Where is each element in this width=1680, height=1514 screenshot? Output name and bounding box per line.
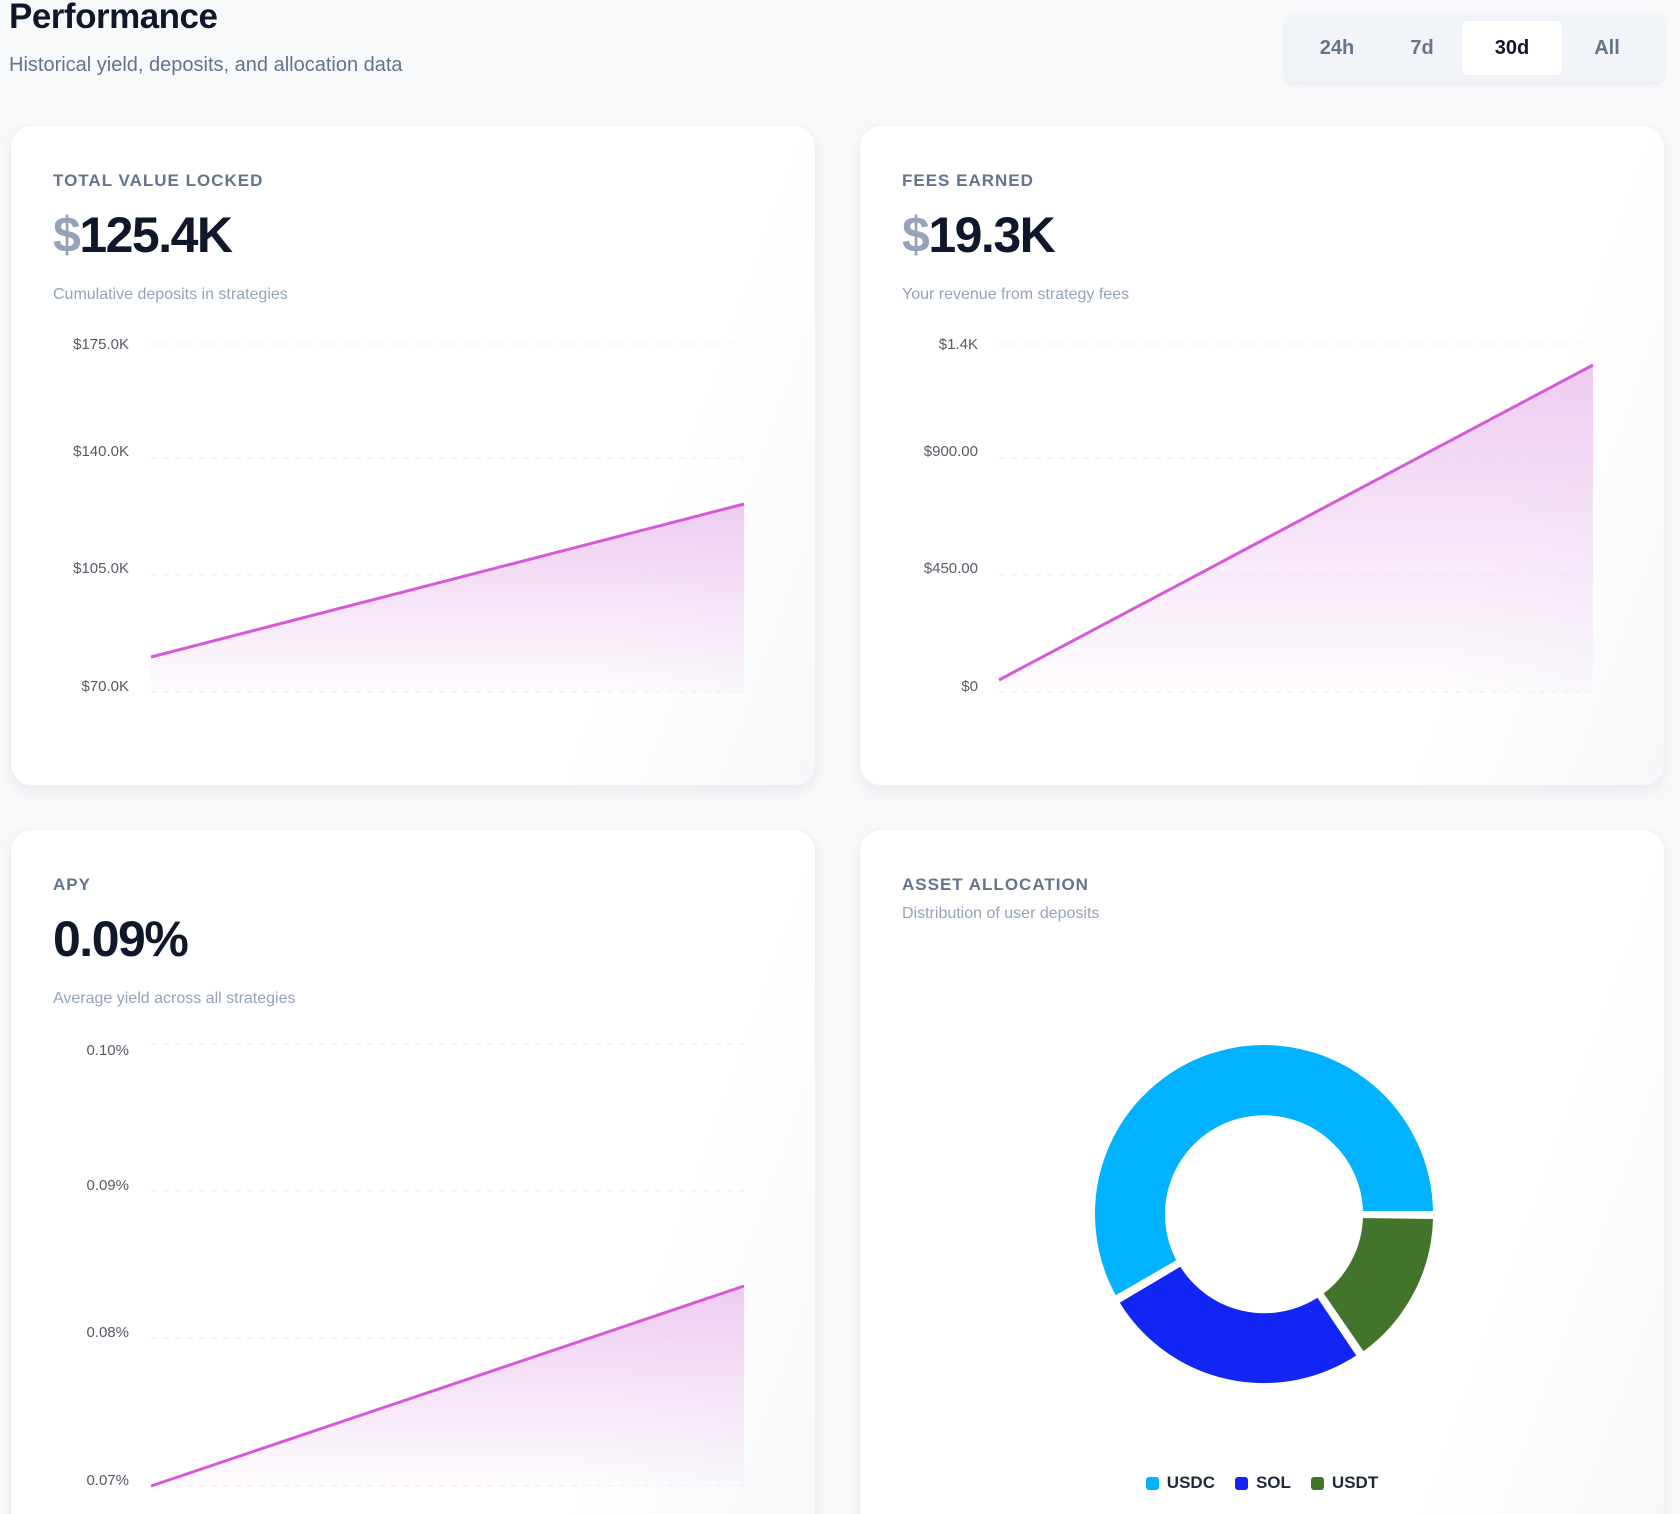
tvl-card: TOTAL VALUE LOCKED $125.4K Cumulative de… bbox=[10, 125, 816, 786]
usdc-swatch-icon bbox=[1145, 1476, 1159, 1490]
slice-sol[interactable] bbox=[1115, 1262, 1361, 1387]
apy-line bbox=[150, 1284, 745, 1488]
tvl-label: TOTAL VALUE LOCKED bbox=[53, 171, 264, 190]
range-30d-button[interactable]: 30d bbox=[1462, 21, 1562, 75]
usdt-swatch-icon bbox=[1310, 1476, 1324, 1490]
apy-card: APY 0.09% Average yield across all strat… bbox=[10, 829, 816, 1514]
y-tick: 0.07% bbox=[86, 1472, 129, 1489]
range-all-button[interactable]: All bbox=[1594, 36, 1620, 59]
allocation-label: ASSET ALLOCATION bbox=[902, 875, 1089, 894]
y-tick: 0.08% bbox=[86, 1324, 129, 1341]
tvl-description: Cumulative deposits in strategies bbox=[53, 286, 288, 303]
currency-symbol: $ bbox=[902, 207, 930, 263]
tvl-value: $125.4K bbox=[53, 206, 233, 264]
y-tick: $450.00 bbox=[924, 560, 978, 577]
y-tick: $140.0K bbox=[73, 443, 129, 460]
fees-value: $19.3K bbox=[902, 206, 1056, 264]
fees-description: Your revenue from strategy fees bbox=[902, 286, 1130, 303]
fees-area-chart[interactable]: $1.4K $900.00 $450.00 $0 bbox=[860, 126, 1666, 787]
y-tick: $70.0K bbox=[81, 678, 129, 695]
legend-label: USDC bbox=[1166, 1473, 1215, 1492]
allocation-donut-chart[interactable] bbox=[860, 830, 1666, 1514]
y-tick: 0.09% bbox=[86, 1177, 129, 1194]
apy-value: 0.09% bbox=[53, 911, 189, 967]
tvl-amount: 125.4K bbox=[79, 207, 233, 263]
tvl-area-chart[interactable]: $175.0K $140.0K $105.0K $70.0K bbox=[11, 126, 817, 787]
y-tick: $105.0K bbox=[73, 560, 129, 577]
y-tick: $1.4K bbox=[939, 336, 978, 353]
allocation-legend: USDC SOL USDT bbox=[860, 1473, 1664, 1493]
allocation-description: Distribution of user deposits bbox=[902, 905, 1100, 922]
time-range-toggle: 24h 7d 30d All bbox=[1286, 14, 1664, 82]
legend-label: USDT bbox=[1331, 1473, 1379, 1492]
slice-usdt[interactable] bbox=[1319, 1214, 1437, 1356]
range-7d-button[interactable]: 7d bbox=[1410, 36, 1434, 59]
fees-label: FEES EARNED bbox=[902, 171, 1034, 190]
apy-label: APY bbox=[53, 875, 91, 894]
fees-card: FEES EARNED $19.3K Your revenue from str… bbox=[859, 125, 1665, 786]
apy-area-chart[interactable]: 0.10% 0.09% 0.08% 0.07% bbox=[11, 830, 817, 1514]
page-title: Performance bbox=[9, 0, 218, 36]
tvl-line bbox=[150, 502, 745, 659]
legend-label: SOL bbox=[1255, 1473, 1291, 1492]
page-subtitle: Historical yield, deposits, and allocati… bbox=[9, 54, 403, 76]
slice-usdc[interactable] bbox=[1091, 1041, 1437, 1300]
y-tick: 0.10% bbox=[86, 1042, 129, 1059]
fees-amount: 19.3K bbox=[928, 207, 1055, 263]
legend-item-sol[interactable]: SOL bbox=[1234, 1473, 1291, 1493]
apy-description: Average yield across all strategies bbox=[53, 990, 296, 1007]
fees-area-fill bbox=[999, 365, 1593, 692]
legend-item-usdc[interactable]: USDC bbox=[1145, 1473, 1215, 1493]
y-tick: $900.00 bbox=[924, 443, 978, 460]
sol-swatch-icon bbox=[1234, 1476, 1248, 1490]
y-tick: $175.0K bbox=[73, 336, 129, 353]
range-24h-button[interactable]: 24h bbox=[1319, 36, 1355, 59]
y-tick: $0 bbox=[961, 678, 978, 695]
tvl-area-fill bbox=[151, 504, 744, 692]
fees-line bbox=[998, 363, 1594, 682]
currency-symbol: $ bbox=[53, 207, 81, 263]
legend-item-usdt[interactable]: USDT bbox=[1310, 1473, 1379, 1493]
allocation-card: ASSET ALLOCATION Distribution of user de… bbox=[859, 829, 1665, 1514]
